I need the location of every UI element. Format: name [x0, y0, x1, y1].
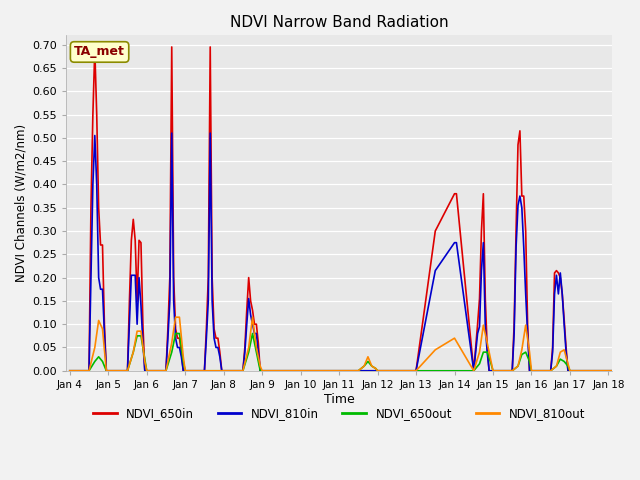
- Title: NDVI Narrow Band Radiation: NDVI Narrow Band Radiation: [230, 15, 449, 30]
- Legend: NDVI_650in, NDVI_810in, NDVI_650out, NDVI_810out: NDVI_650in, NDVI_810in, NDVI_650out, NDV…: [88, 403, 590, 425]
- Y-axis label: NDVI Channels (W/m2/nm): NDVI Channels (W/m2/nm): [15, 124, 28, 282]
- Text: TA_met: TA_met: [74, 46, 125, 59]
- X-axis label: Time: Time: [324, 393, 355, 406]
